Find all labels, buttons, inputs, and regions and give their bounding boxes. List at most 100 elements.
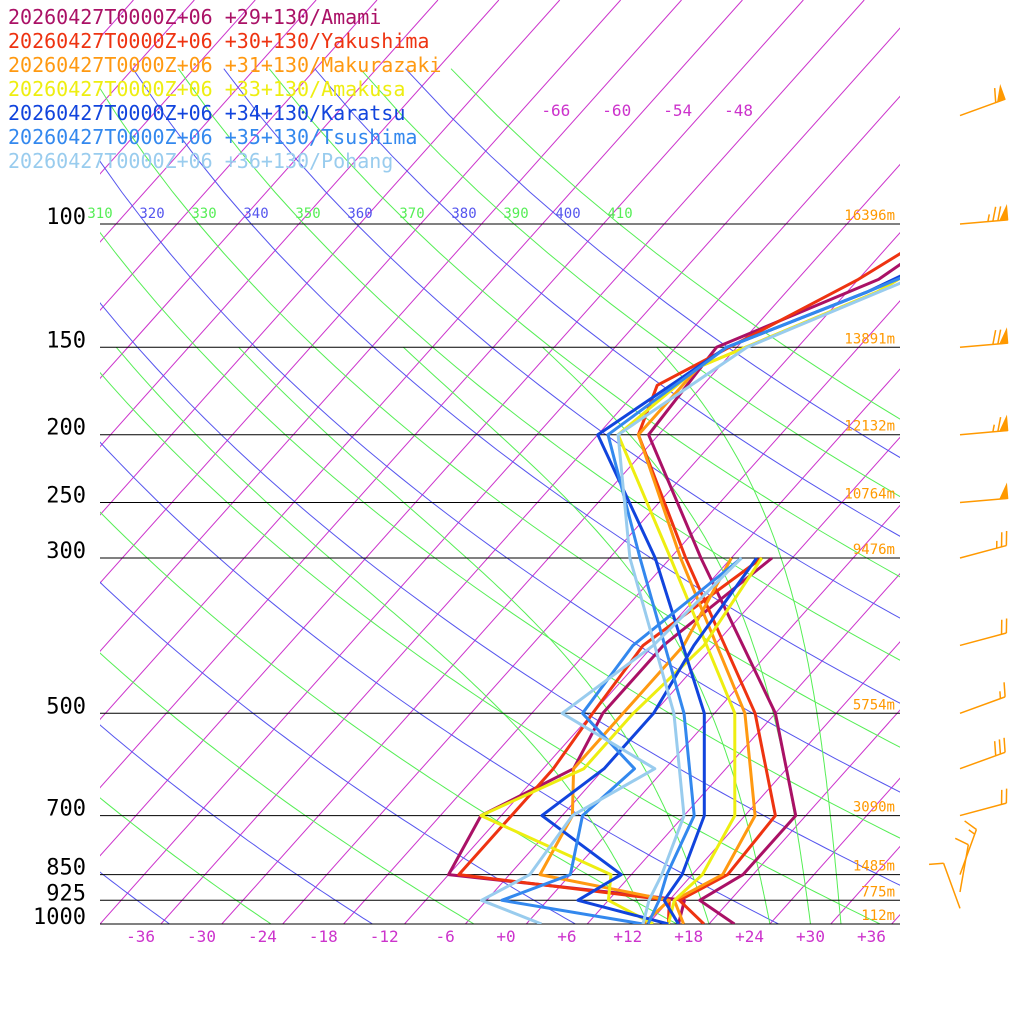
isotherm-line [100,0,622,584]
theta-label: 400 [555,206,580,222]
isotherm-line [1014,0,1024,924]
pressure-label: 850 [46,856,86,881]
wind-barb [959,788,1008,817]
isotherm-line [100,0,865,857]
height-label: 16396m [844,208,895,224]
temperature-tick-label: -30 [187,927,216,946]
temperature-tick-label: +18 [674,927,703,946]
pressure-label: 300 [46,539,86,564]
dry-adiabat-line [100,371,881,924]
dry-adiabat-line [100,871,170,924]
wind-barb [954,837,970,893]
wind-barb [959,820,978,875]
wind-barb [959,530,1008,559]
temperature-profile-line [606,276,900,924]
pressure-label: 700 [46,797,86,822]
temperature-tick-label: -6 [435,927,454,946]
isotherm-line [100,0,561,516]
isotherm-line [160,95,900,924]
height-label: 5754m [853,697,895,713]
temperature-tick-label: -24 [248,927,277,946]
temperature-profile-line [596,274,900,924]
height-label: 10764m [844,487,895,503]
legend-entry: 20260427T0000Z+06 +35+130/Tsushima [8,125,417,149]
temperature-tick-label: +12 [613,927,642,946]
theta-label: 360 [347,206,372,222]
dry-adiabat-line [359,68,900,498]
wind-barb [959,414,1009,436]
legend-entry: 20260427T0000Z+06 +34+130/Karatsu [8,101,405,125]
pressure-label: 200 [46,416,86,441]
height-label: 775m [861,884,895,900]
wind-barb [959,737,1006,770]
wind-barb [959,327,1009,349]
isotherm-line [100,0,439,380]
pressure-label: 925 [46,881,86,906]
temperature-profile-line [616,276,900,924]
theta-label: 340 [243,206,268,222]
dry-adiabat-line [132,68,900,704]
height-label: 12132m [844,419,895,435]
temperature-tick-label: +0 [496,927,515,946]
wind-barb [959,84,1006,117]
label-layer: -36 -30 -24 -18 -12 -6 +0 +6 +12 +18 +24 +30 +36 -66 -… [87,101,886,946]
dry-adiabat-line [100,581,576,924]
temperature-tick-label: -18 [309,927,338,946]
isotherm-line [100,0,317,243]
dry-adiabat-line [100,511,678,924]
temperature-tick-label: -36 [126,927,155,946]
dry-adiabat-line [314,68,900,537]
moist-adiabat-line [115,346,649,924]
legend-entry: 20260427T0000Z+06 +30+130/Yakushima [8,29,429,53]
dry-adiabat-line [268,68,900,578]
wind-barb [959,682,1006,714]
upper-isotherm-label: -60 [602,101,631,120]
temperature-tick-label: +6 [557,927,576,946]
theta-label: 310 [87,206,112,222]
wind-barb [959,203,1009,225]
pressure-label: 100 [46,205,86,230]
isotherm-line [586,572,900,924]
dry-adiabat-line [100,724,373,924]
isotherm-line [708,709,900,924]
isotherm-line [525,504,900,924]
isotherm-line [100,0,682,652]
isotherm-line [282,231,900,924]
dry-adiabat-line [100,231,900,839]
theta-label: 410 [607,206,632,222]
dewpoint-profile-line [500,556,743,924]
temperature-profile-line [616,281,900,924]
pressure-label: 1000 [33,905,86,930]
temperature-profile-line [636,276,900,924]
height-label: 3090m [853,800,895,816]
dry-adiabat-line [100,160,900,793]
legend: 20260427T0000Z+06 +29+130/Amami20260427T… [8,5,441,173]
dry-adiabat-line [100,87,900,748]
wind-barb-layer [929,84,1009,909]
height-label: 112m [861,908,895,924]
theta-label: 370 [399,206,424,222]
dry-adiabat-line [100,441,779,924]
legend-entry: 20260427T0000Z+06 +31+130/Makurazaki [8,53,441,77]
theta-label: 330 [191,206,216,222]
isotherm-line [100,0,256,175]
legend-entry: 20260427T0000Z+06 +29+130/Amami [8,5,381,29]
height-label: 9476m [853,542,895,558]
temperature-tick-label: +36 [857,927,886,946]
dry-adiabat-line [100,652,475,924]
pressure-label: 500 [46,694,86,719]
temperature-tick-label: -12 [370,927,399,946]
temperature-profile-line [636,251,900,924]
dry-adiabat-line [100,797,272,924]
wind-barb [959,618,1008,647]
theta-label: 320 [139,206,164,222]
isotherm-line [404,368,900,924]
wind-barb [929,862,961,909]
isotherm-line [891,913,900,924]
series-layer [447,251,900,924]
isotherm-line [100,0,500,448]
theta-label: 390 [503,206,528,222]
dry-adiabat-line [177,68,900,661]
upper-isotherm-label: -48 [724,101,753,120]
moist-adiabat-line [656,346,842,924]
